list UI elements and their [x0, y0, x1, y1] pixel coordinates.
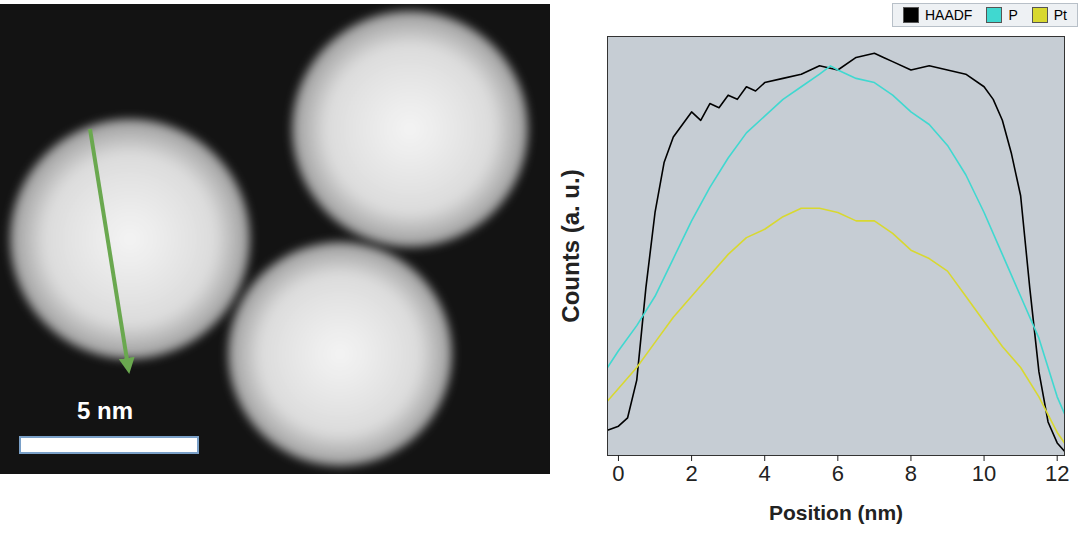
svg-text:0: 0	[612, 461, 624, 486]
html-text:Pt: Pt	[1053, 7, 1067, 23]
svg-text:2: 2	[685, 461, 697, 486]
svg-text:6: 6	[832, 461, 844, 486]
svg-text:8: 8	[905, 461, 917, 486]
svg-text:12: 12	[1045, 461, 1069, 486]
html-text:P: P	[1008, 7, 1018, 23]
svg-text:Counts (a. u.): Counts (a. u.)	[557, 169, 584, 322]
svg-text:Position (nm): Position (nm)	[769, 501, 903, 524]
svg-text:4: 4	[759, 461, 771, 486]
svg-text:10: 10	[972, 461, 996, 486]
svg-text:5 nm: 5 nm	[77, 397, 133, 424]
html-text:HAADF: HAADF	[925, 7, 973, 23]
